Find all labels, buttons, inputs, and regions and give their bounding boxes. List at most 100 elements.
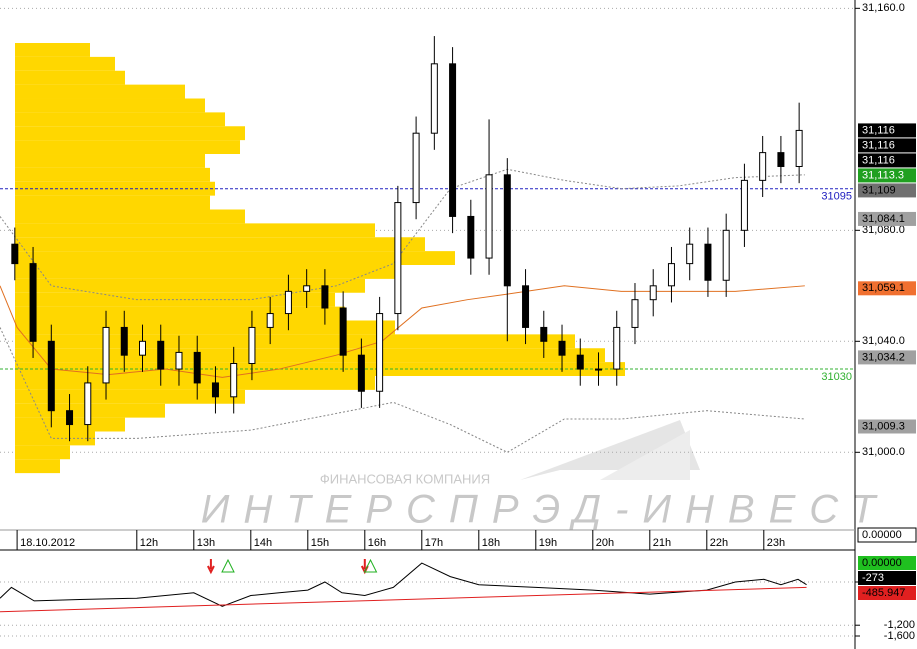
candle-body (412, 132, 420, 204)
watermark-line2: ИНТЕРСПРЭД-ИНВЕСТ (201, 488, 890, 532)
candle-body (667, 263, 675, 287)
profile-bar (15, 389, 245, 404)
candle-body (376, 313, 384, 392)
y-tick-label: 31,000.0 (862, 446, 905, 458)
candle-body (84, 382, 92, 426)
y-tick-label: -1,200 (884, 619, 915, 631)
candle-body (29, 263, 37, 342)
profile-bar (15, 140, 240, 155)
candle-body (649, 285, 657, 301)
profile-bar (15, 84, 185, 99)
volume-label: 0.00000 (862, 529, 902, 541)
x-tick-label: 16h (368, 537, 386, 549)
x-tick-label: 21h (653, 537, 671, 549)
profile-bar (15, 70, 125, 85)
candle-body (11, 243, 19, 265)
indicator-line (0, 327, 805, 453)
price-label: 31,113.3 (862, 169, 904, 181)
profile-bar (15, 237, 425, 252)
candle-body (595, 368, 602, 371)
profile-bar (15, 154, 205, 168)
candle-body (175, 351, 183, 370)
candle-body (522, 285, 530, 328)
profile-bar (15, 445, 70, 460)
price-label: 31,116 (862, 154, 895, 166)
level-label: 31030 (821, 371, 852, 383)
level-label: 31095 (821, 191, 852, 203)
candle-body (576, 354, 584, 370)
profile-bar (15, 98, 205, 113)
price-label: -273 (862, 572, 884, 584)
profile-bar (15, 334, 575, 349)
candle-body (47, 340, 55, 412)
candle-body (704, 243, 712, 281)
x-tick-label: 23h (767, 537, 785, 549)
candle-body (740, 179, 748, 231)
profile-bar (15, 126, 245, 141)
price-label-box (858, 211, 916, 226)
sell-arrow (207, 559, 215, 575)
price-label: 31,034.2 (862, 351, 905, 363)
profile-bar (15, 292, 335, 307)
profile-bar (15, 320, 395, 335)
price-label: 0.00000 (862, 557, 902, 569)
price-label: -485.947 (862, 587, 905, 599)
profile-bar (15, 251, 455, 265)
x-tick-label: 18.10.2012 (20, 537, 75, 549)
price-label: 31,116 (862, 139, 895, 151)
price-label-box (858, 168, 916, 183)
x-tick-label: 19h (539, 537, 557, 549)
watermark-logo (520, 420, 700, 480)
candle-body (157, 340, 165, 370)
x-tick-label: 12h (140, 537, 158, 549)
price-label: 31,116 (862, 124, 895, 136)
candle-body (284, 290, 292, 315)
candle-body (193, 351, 201, 384)
candle-body (66, 410, 74, 426)
candle-body (540, 326, 548, 342)
candle-body (722, 229, 730, 281)
profile-bar (15, 265, 395, 279)
candle-body (467, 215, 475, 259)
x-tick-label: 20h (596, 537, 614, 549)
profile-bar (15, 43, 90, 57)
profile-bar (15, 278, 365, 293)
price-label-box (858, 281, 916, 296)
price-label-box (858, 138, 916, 153)
price-label: 31,084.1 (862, 213, 905, 225)
candle-body (777, 152, 785, 167)
x-tick-label: 17h (425, 537, 443, 549)
candle-body (686, 243, 694, 265)
x-tick-label: 18h (482, 537, 500, 549)
profile-bar (15, 223, 375, 238)
price-label-box (858, 556, 916, 570)
profile-bar (15, 459, 60, 474)
candle-body (120, 326, 128, 356)
x-tick-label: 15h (311, 537, 329, 549)
candle-body (503, 174, 511, 287)
volume-label-box (857, 527, 917, 543)
price-label-box (858, 586, 916, 600)
y-tick-label: 31,040.0 (862, 335, 905, 347)
price-label-box (858, 153, 916, 168)
price-label-box (858, 123, 916, 138)
candle-body (230, 363, 238, 398)
x-tick-label: 13h (197, 537, 215, 549)
candle-body (485, 174, 493, 259)
buy-triangle (221, 558, 235, 573)
profile-bar (15, 167, 210, 182)
candle-body (266, 313, 274, 328)
candle-body (449, 63, 457, 217)
candle-body (357, 354, 365, 392)
price-label-box (858, 571, 916, 585)
candle-body (303, 285, 311, 292)
candle-body (394, 202, 402, 315)
buy-triangle (363, 558, 378, 573)
candle-body (339, 307, 347, 356)
x-tick-label: 14h (254, 537, 272, 549)
price-label-box (858, 183, 916, 198)
candle-body (248, 326, 256, 365)
y-tick-label: 31,080.0 (862, 224, 905, 236)
candle-body (795, 129, 803, 167)
